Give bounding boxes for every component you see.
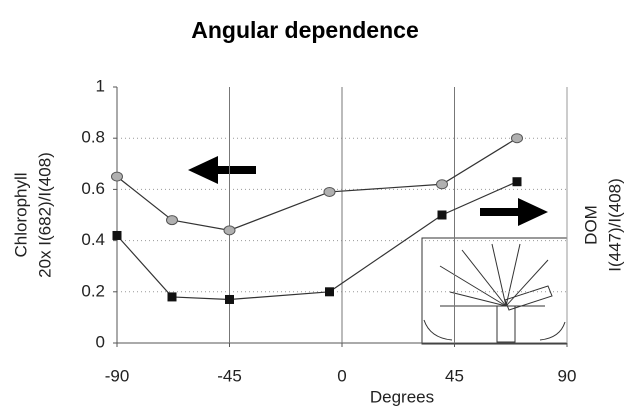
- left-arrow: [188, 156, 256, 184]
- x-tick-label: 90: [558, 366, 577, 385]
- x-axis-label: Degrees: [370, 387, 434, 406]
- y-axis-label-line: 20x I(682)/I(408): [35, 152, 54, 278]
- y-tick-label: 1: [96, 76, 105, 95]
- chart-title: Angular dependence: [191, 17, 418, 43]
- point: [511, 133, 523, 144]
- series-line: [116, 181, 518, 301]
- point: [436, 179, 448, 190]
- right-arrow: [480, 198, 548, 226]
- y-tick-label: 0.8: [81, 128, 105, 147]
- y2-axis-label: DOM I(447)/I(408): [581, 178, 624, 272]
- point: [225, 294, 234, 304]
- point: [437, 210, 447, 220]
- point: [112, 230, 122, 240]
- point: [167, 292, 177, 302]
- y2-axis-label-line: I(447)/I(408): [605, 178, 624, 272]
- point: [111, 171, 123, 182]
- point: [323, 186, 336, 197]
- series-line: [116, 137, 518, 231]
- inset-diagram: [421, 237, 568, 345]
- y-tick-label: 0.4: [81, 230, 105, 249]
- y-tick-label: 0.2: [81, 281, 105, 300]
- x-tick-label: 0: [337, 366, 346, 385]
- point: [166, 215, 178, 226]
- y-tick-label: 0: [96, 332, 105, 351]
- y-axis-label-line: Chlorophyll: [11, 172, 30, 257]
- y-tick-label: 0.6: [81, 179, 105, 198]
- y-axis-label: Chlorophyll 20x I(682)/I(408): [11, 152, 54, 278]
- point: [512, 177, 522, 187]
- y2-axis-label-line: DOM: [581, 205, 600, 245]
- x-tick-label: -45: [217, 366, 242, 385]
- x-tick-label: -90: [105, 366, 130, 385]
- x-tick-label: 45: [445, 366, 464, 385]
- point: [325, 287, 334, 297]
- point: [223, 225, 236, 236]
